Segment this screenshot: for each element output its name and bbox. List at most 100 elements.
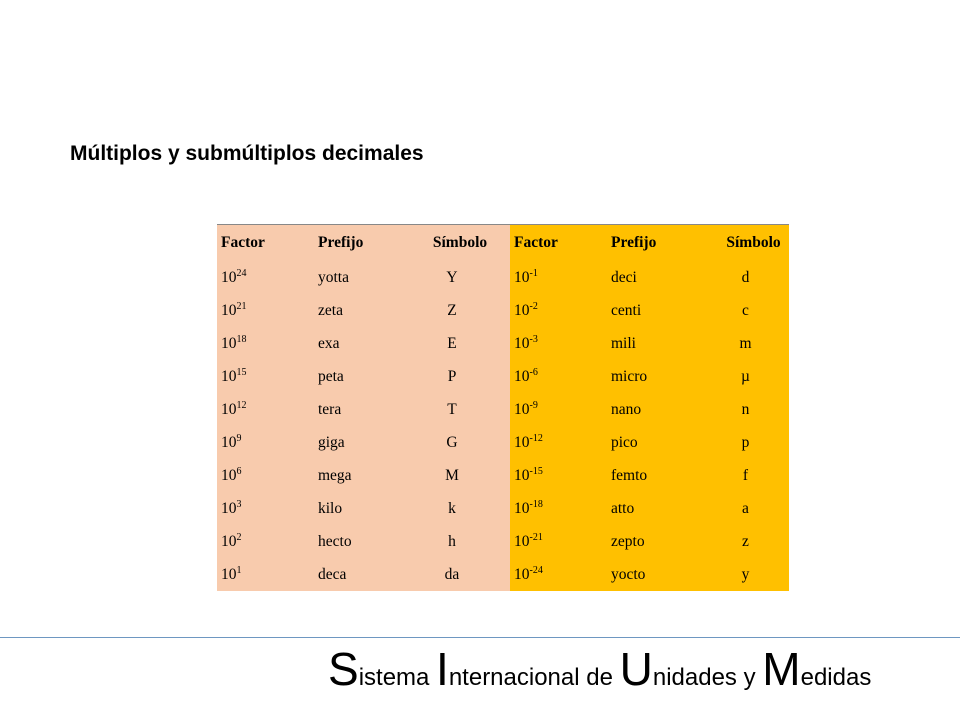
- submultiple-prefix: deci: [607, 261, 702, 294]
- factor-exponent: 24: [236, 267, 247, 279]
- multiple-symbol: G: [394, 426, 510, 459]
- multiple-factor: 1012: [217, 393, 314, 426]
- factor-exponent: -15: [529, 465, 543, 477]
- factor-exponent: -24: [529, 564, 543, 576]
- submultiple-prefix: micro: [607, 360, 702, 393]
- submultiple-symbol: d: [702, 261, 789, 294]
- header-row: Factor Prefijo Símbolo Factor Prefijo Sí…: [217, 224, 789, 261]
- header-symbol: Símbolo: [702, 224, 789, 261]
- factor-exponent: -3: [529, 333, 538, 345]
- factor-exponent: 15: [236, 366, 247, 378]
- factor-exponent: -1: [529, 267, 538, 279]
- multiple-prefix: hecto: [314, 525, 394, 558]
- factor-exponent: 12: [236, 399, 247, 411]
- submultiple-factor: 10-1: [510, 261, 607, 294]
- factor-base: 10: [514, 301, 530, 319]
- submultiple-symbol: p: [702, 426, 789, 459]
- table-row: 1015 peta P 10-6 micro µ: [217, 360, 789, 393]
- factor-exponent: 2: [236, 531, 242, 543]
- factor-exponent: 18: [236, 333, 247, 345]
- table-row: 1021 zeta Z 10-2 centi c: [217, 294, 789, 327]
- table-row: 102 hecto h 10-21 zepto z: [217, 525, 789, 558]
- submultiple-factor: 10-2: [510, 294, 607, 327]
- factor-base: 10: [221, 334, 237, 352]
- submultiple-factor: 10-6: [510, 360, 607, 393]
- submultiple-prefix: yocto: [607, 558, 702, 591]
- header-factor: Factor: [510, 224, 607, 261]
- table-row: 106 mega M 10-15 femto f: [217, 459, 789, 492]
- multiple-symbol: P: [394, 360, 510, 393]
- submultiple-factor: 10-9: [510, 393, 607, 426]
- factor-base: 10: [514, 334, 530, 352]
- factor-exponent: 3: [236, 498, 242, 510]
- multiple-symbol: E: [394, 327, 510, 360]
- factor-base: 10: [221, 400, 237, 418]
- factor-base: 10: [514, 499, 530, 517]
- footer-word: nidades y: [652, 664, 763, 691]
- multiple-factor: 1018: [217, 327, 314, 360]
- multiple-symbol: T: [394, 393, 510, 426]
- submultiple-symbol: n: [702, 393, 789, 426]
- multiple-factor: 1021: [217, 294, 314, 327]
- submultiple-symbol: z: [702, 525, 789, 558]
- multiple-prefix: mega: [314, 459, 394, 492]
- table-row: 10 1 deca da 10-24 yocto y: [217, 558, 789, 591]
- footer-initial: I: [436, 643, 449, 695]
- multiple-factor: 109: [217, 426, 314, 459]
- factor-exponent: -9: [529, 399, 538, 411]
- submultiple-symbol: m: [702, 327, 789, 360]
- factor-base: 10: [514, 433, 530, 451]
- factor-base: 10: [221, 367, 237, 385]
- table-row: 1024 yotta Y 10-1 deci d: [217, 261, 789, 294]
- submultiple-factor: 10-18: [510, 492, 607, 525]
- submultiple-symbol: y: [702, 558, 789, 591]
- multiple-symbol: k: [394, 492, 510, 525]
- multiple-factor: 106: [217, 459, 314, 492]
- submultiple-factor: 10-24: [510, 558, 607, 591]
- footer-initial: S: [328, 643, 359, 695]
- footer-word: edidas: [800, 664, 872, 691]
- multiple-symbol: da: [394, 558, 510, 591]
- submultiple-prefix: zepto: [607, 525, 702, 558]
- submultiple-prefix: centi: [607, 294, 702, 327]
- factor-exponent: 6: [236, 465, 242, 477]
- table-body: 1024 yotta Y 10-1 deci d 1021 zeta Z 10-2 centi c 10…: [217, 261, 789, 591]
- multiple-prefix: exa: [314, 327, 394, 360]
- table-row: 1012 tera T 10-9 nano n: [217, 393, 789, 426]
- submultiple-factor: 10-3: [510, 327, 607, 360]
- multiple-prefix: yotta: [314, 261, 394, 294]
- header-prefix: Prefijo: [607, 224, 702, 261]
- multiple-prefix: peta: [314, 360, 394, 393]
- factor-exponent: 9: [236, 432, 242, 444]
- footer-title: Sistema Internacional de Unidades y Medi…: [328, 646, 871, 692]
- factor-base: 10: [514, 532, 530, 550]
- submultiple-symbol: c: [702, 294, 789, 327]
- submultiple-factor: 10-15: [510, 459, 607, 492]
- header-prefix: Prefijo: [314, 224, 394, 261]
- footer-divider: [0, 637, 960, 638]
- multiple-prefix: deca: [314, 558, 394, 591]
- submultiple-prefix: nano: [607, 393, 702, 426]
- factor-base: 10: [514, 565, 530, 583]
- footer-initial: M: [762, 643, 801, 695]
- multiple-factor: 1024: [217, 261, 314, 294]
- factor-exponent: -2: [529, 300, 538, 312]
- factor-base: 10: [514, 400, 530, 418]
- factor-base: 10: [514, 466, 530, 484]
- multiple-prefix: zeta: [314, 294, 394, 327]
- submultiple-prefix: femto: [607, 459, 702, 492]
- factor-base: 10: [514, 367, 530, 385]
- multiple-factor: 102: [217, 525, 314, 558]
- submultiple-prefix: atto: [607, 492, 702, 525]
- factor-exponent: 1: [236, 564, 242, 576]
- multiple-symbol: M: [394, 459, 510, 492]
- prefix-table: Factor Prefijo Símbolo Factor Prefijo Sí…: [217, 224, 789, 591]
- multiple-prefix: tera: [314, 393, 394, 426]
- factor-base: 10: [221, 532, 237, 550]
- submultiple-prefix: mili: [607, 327, 702, 360]
- factor-base: 10: [221, 433, 237, 451]
- multiple-symbol: Y: [394, 261, 510, 294]
- header-factor: Factor: [217, 224, 314, 261]
- multiple-symbol: Z: [394, 294, 510, 327]
- factor-exponent: -18: [529, 498, 543, 510]
